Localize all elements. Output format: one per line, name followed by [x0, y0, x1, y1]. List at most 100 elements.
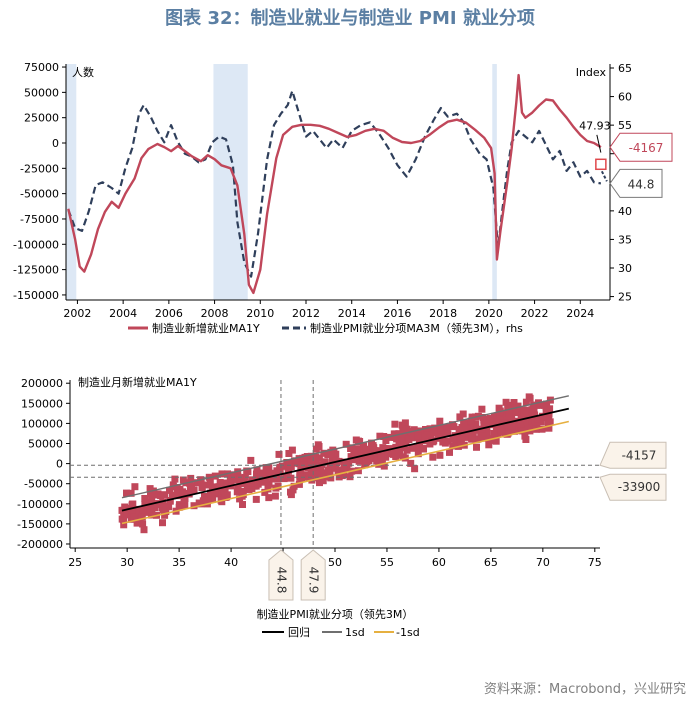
scatter-point	[312, 445, 320, 453]
scatter-point	[332, 462, 340, 470]
scatter-point	[187, 486, 194, 494]
scatter-point	[154, 490, 162, 498]
scatter-point	[187, 474, 195, 482]
scatter-point	[312, 470, 320, 478]
scatter-point	[354, 467, 362, 475]
scatter-x-title: 制造业PMI就业分项（领先3M）	[257, 607, 414, 621]
scatter-point	[258, 469, 265, 477]
scatter-point	[490, 429, 498, 437]
scatter-point	[497, 427, 505, 435]
scatter-point	[462, 433, 470, 441]
legend-label-plus-1sd: 1sd	[345, 626, 365, 639]
scatter-point	[221, 479, 229, 487]
scatter-point	[204, 481, 212, 489]
scatter-point	[295, 455, 303, 463]
scatter-point	[139, 507, 147, 515]
scatter-point	[327, 474, 335, 482]
scatter-point	[179, 488, 187, 496]
scatter-point	[504, 405, 512, 413]
scatter-y-tick-label: -100000	[17, 498, 63, 511]
scatter-point	[226, 476, 234, 484]
x-tick-label: 2014	[338, 307, 366, 320]
scatter-point	[449, 435, 457, 443]
scatter-point	[346, 473, 354, 481]
scatter-point	[253, 466, 261, 474]
scatter-point	[516, 418, 524, 425]
scatter-y-tick-label: 50000	[28, 438, 63, 451]
scatter-point	[201, 493, 208, 500]
scatter-point	[539, 412, 546, 420]
scatter-point	[141, 495, 149, 502]
x-tick-label: 2024	[566, 307, 594, 320]
scatter-point	[522, 398, 530, 406]
scatter-point	[120, 521, 128, 529]
right-tick-label: 55	[618, 119, 632, 132]
scatter-point	[236, 474, 244, 482]
scatter-point	[435, 433, 443, 441]
scatter-point	[156, 500, 164, 508]
scatter-point	[239, 501, 246, 508]
scatter-point	[316, 479, 323, 487]
scatter-point	[414, 450, 422, 458]
scatter-point	[431, 424, 439, 432]
left-tick-label: -125000	[13, 264, 59, 277]
scatter-point	[169, 483, 177, 491]
scatter-point	[460, 419, 468, 427]
scatter-point	[252, 482, 260, 490]
scatter-point	[287, 491, 295, 499]
scatter-point	[325, 451, 333, 459]
scatter-point	[403, 425, 411, 433]
scatter-point	[518, 427, 526, 435]
left-tick-label: -100000	[13, 238, 59, 251]
scatter-point	[246, 484, 254, 492]
scatter-point	[316, 462, 324, 470]
scatter-y-tick-label: -200000	[17, 538, 63, 551]
legend-label-regression: 回归	[288, 625, 310, 639]
scatter-point	[205, 493, 213, 501]
scatter-point	[354, 445, 362, 453]
scatter-point	[128, 506, 136, 514]
scatter-y-tick-label: -50000	[24, 478, 63, 491]
scatter-point	[512, 418, 520, 426]
scatter-point	[420, 445, 427, 453]
x-tick-label: 2004	[109, 307, 137, 320]
scatter-point	[457, 439, 465, 447]
scatter-point	[366, 454, 373, 462]
scatter-point	[284, 465, 292, 473]
scatter-y-tick-label: 100000	[21, 417, 63, 430]
scatter-point	[253, 470, 260, 478]
scatter-point	[314, 441, 322, 449]
scatter-point	[436, 451, 444, 459]
end-marker-box	[595, 158, 607, 171]
scatter-point	[377, 453, 385, 460]
scatter-point	[123, 489, 130, 497]
scatter-point	[508, 422, 515, 430]
x-callout-box	[300, 549, 326, 601]
x-callout-label: 47.9	[307, 567, 321, 594]
x-tick-label: 2018	[429, 307, 457, 320]
scatter-point	[400, 433, 408, 440]
left-axis-title: 人数	[72, 66, 94, 79]
scatter-point	[171, 475, 179, 483]
scatter-point	[407, 459, 415, 467]
scatter-point	[212, 484, 220, 492]
scatter-point	[312, 453, 319, 461]
scatter-point	[391, 434, 399, 441]
scatter-point	[175, 503, 183, 511]
scatter-point	[285, 450, 293, 457]
scatter-point	[229, 471, 237, 479]
scatter-point	[524, 406, 532, 414]
scatter-point	[198, 484, 206, 492]
scatter-point	[524, 423, 531, 431]
scatter-point	[118, 515, 126, 523]
scatter-point	[159, 519, 166, 527]
right-tick-label: 30	[618, 262, 632, 275]
scatter-y-title: 制造业月新增就业MA1Y	[78, 375, 197, 389]
scatter-x-tick-label: 55	[380, 556, 394, 569]
scatter-point	[528, 416, 536, 423]
scatter-point	[473, 443, 480, 451]
scatter-point	[166, 497, 174, 505]
scatter-point	[342, 458, 349, 466]
callout-label-pmi: 44.8	[628, 177, 655, 191]
minus-1sd-line	[121, 420, 570, 525]
